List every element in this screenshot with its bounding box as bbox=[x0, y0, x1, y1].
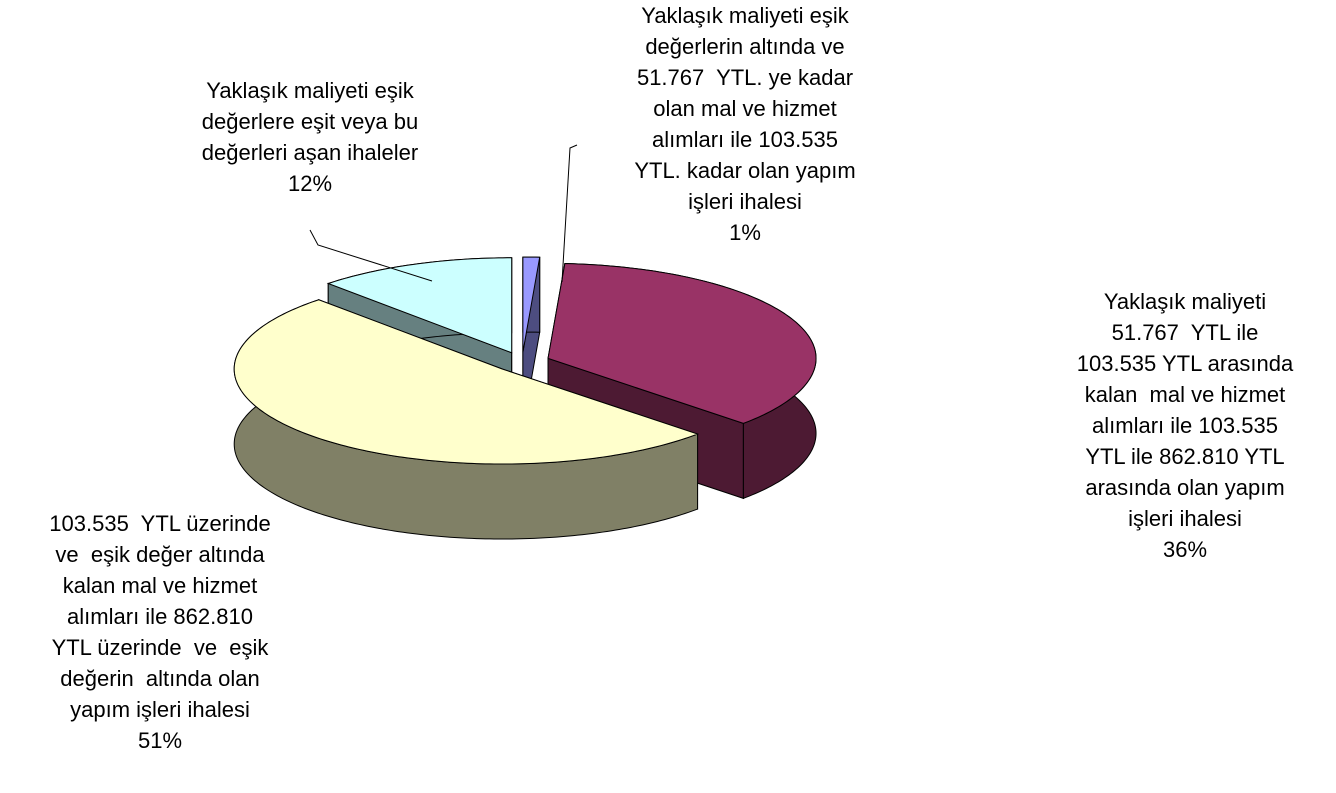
slice bbox=[522, 256, 541, 353]
leader-line bbox=[561, 144, 578, 283]
pie bbox=[233, 256, 817, 540]
slice bbox=[547, 263, 817, 424]
label-text: 103.535 YTL üzerinde ve eşik değer altın… bbox=[49, 511, 271, 722]
slice-label: Yaklaşık maliyeti eşik değerlerin altınd… bbox=[634, 0, 855, 248]
slice-label: Yaklaşık maliyeti 51.767 YTL ile 103.535… bbox=[1077, 286, 1294, 565]
label-value: 1% bbox=[729, 220, 761, 245]
slice bbox=[233, 299, 700, 465]
slice-label: Yaklaşık maliyeti eşik değerlere eşit ve… bbox=[202, 75, 418, 199]
label-value: 36% bbox=[1162, 537, 1208, 562]
leader-line bbox=[309, 229, 433, 282]
label-value: 12% bbox=[287, 171, 333, 196]
label-value: 51% bbox=[137, 728, 183, 753]
label-text: Yaklaşık maliyeti 51.767 YTL ile 103.535… bbox=[1076, 289, 1294, 531]
slice-label: 103.535 YTL üzerinde ve eşik değer altın… bbox=[49, 508, 270, 756]
label-text: Yaklaşık maliyeti eşik değerlere eşit ve… bbox=[201, 78, 419, 165]
slice bbox=[326, 257, 513, 354]
label-text: Yaklaşık maliyeti eşik değerlerin altınd… bbox=[634, 3, 856, 214]
